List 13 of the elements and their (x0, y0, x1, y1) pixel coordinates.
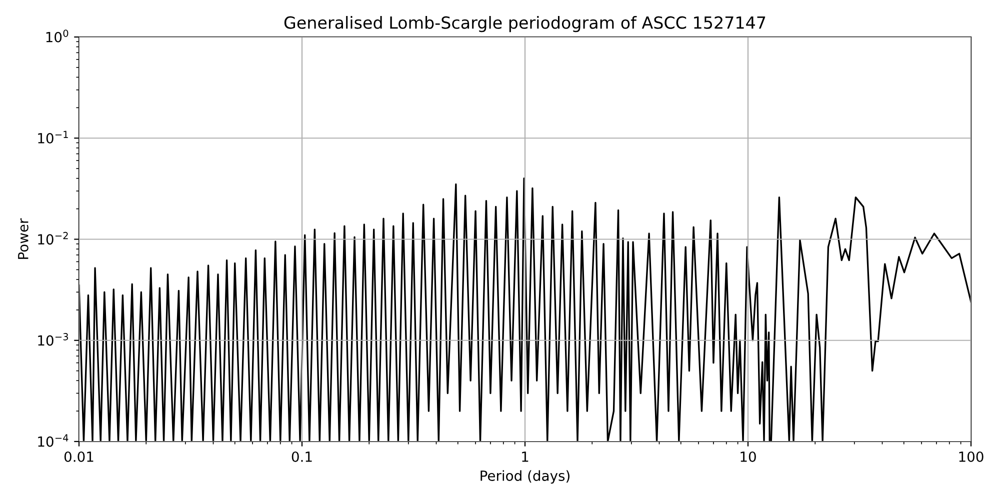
x-tick-label: 1 (522, 452, 528, 462)
y-tick-label: 10$^{−2}$ (38, 232, 68, 245)
x-tick-label: 0.1 (292, 451, 312, 462)
y-tick-label: 10$^{0}$ (46, 30, 68, 42)
x-axis-title: Period (days) (480, 470, 570, 484)
y-tick-label: 10$^{−4}$ (38, 434, 68, 447)
y-tick-label: 10$^{−1}$ (38, 130, 68, 144)
x-tick-label: 0.01 (64, 451, 94, 462)
chart-title: Generalised Lomb-Scargle periodogram of ASCC 1527147 (284, 16, 766, 32)
y-axis-title: Power (18, 218, 28, 259)
y-tick-label: 10$^{−3}$ (38, 333, 68, 346)
x-tick-label: 10 (740, 451, 756, 462)
x-tick-label: 100 (959, 451, 984, 462)
